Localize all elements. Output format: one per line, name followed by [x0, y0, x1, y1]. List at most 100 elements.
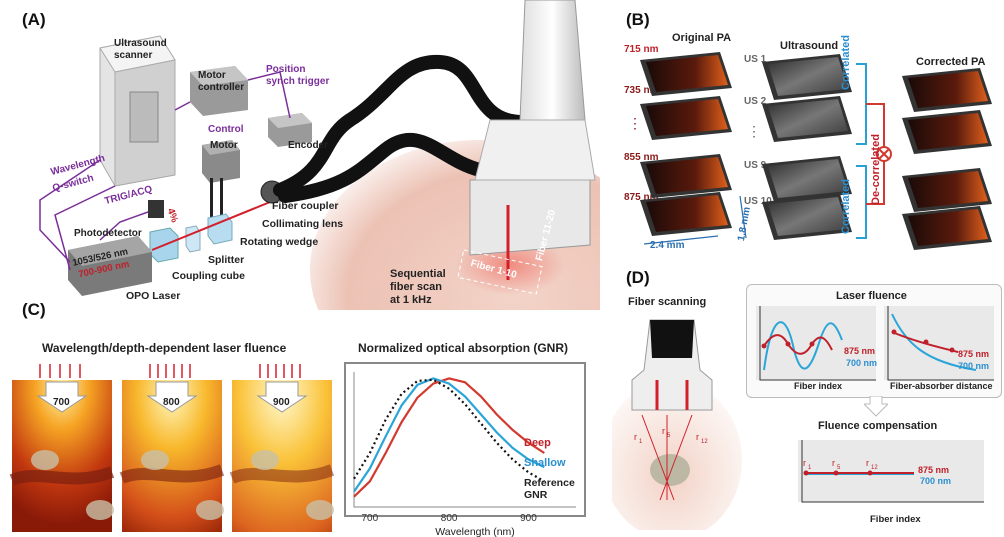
opo-laser-box	[68, 236, 152, 296]
wavelength-line	[39, 159, 101, 263]
label-control: Control	[208, 124, 244, 135]
label-position-synch: Position synch trigger	[266, 64, 330, 87]
legend-reference: Reference GNR	[524, 477, 575, 501]
svg-text:r: r	[696, 432, 699, 442]
legend-deep: Deep	[524, 437, 551, 449]
us-label-2: US 2	[744, 96, 767, 107]
label-coupling-cube: Coupling cube	[172, 270, 245, 282]
trig-line	[99, 211, 149, 241]
panel-c-letter: (C)	[22, 300, 46, 319]
laser-beam	[151, 199, 276, 251]
label-ultrasound-scanner: Ultrasound scanner	[114, 38, 167, 61]
svg-text:r: r	[803, 458, 806, 468]
arrow-700	[36, 381, 88, 413]
legend-875-c: 875 nm	[918, 465, 950, 475]
fluence-label-700: 700	[53, 397, 70, 408]
original-pa-title: Original PA	[672, 32, 732, 44]
control-line	[174, 101, 191, 111]
fluence-images	[9, 364, 335, 532]
fiber-absorber-label: Fiber-absorber distance	[890, 381, 993, 391]
series-line-shallow	[353, 377, 545, 493]
label-splitter: Splitter	[208, 254, 245, 266]
qswitch-line	[54, 185, 116, 271]
us-label-3: US 9	[744, 160, 767, 171]
label-encoder: Encoder	[288, 140, 329, 151]
panel-b-images: ⋮ ⋮	[628, 52, 992, 250]
us-label-1: US 1	[744, 54, 767, 65]
legend-700-c: 700 nm	[920, 476, 952, 486]
label-fiber-coupler: Fiber coupler	[272, 200, 339, 212]
rotating-wedge-device	[207, 213, 233, 245]
encoder-box	[268, 113, 312, 147]
correlated-label-bottom: Correlated	[840, 178, 852, 234]
dim-x-label: 2.4 mm	[650, 240, 685, 251]
fiber-index-label-1: Fiber index	[794, 381, 843, 391]
dim-x-arrow	[643, 235, 719, 245]
fiber-index-label-2: Fiber index	[870, 514, 921, 525]
wavelength-label-3: 855 nm	[624, 152, 659, 163]
dim-y-arrow	[739, 195, 747, 239]
ultrasound-probe	[469, 0, 596, 280]
panel-a-illustration	[39, 0, 600, 310]
down-arrow	[864, 396, 888, 417]
svg-text:⋮: ⋮	[628, 115, 642, 131]
svg-text:5: 5	[837, 465, 841, 471]
x-axis-label: Wavelength (nm)	[435, 526, 515, 537]
photodetector-device	[148, 200, 164, 218]
corrected-pa-stack	[902, 68, 992, 250]
svg-text:r: r	[634, 432, 637, 442]
arrow-900	[256, 381, 308, 413]
laser-fluence-plots	[756, 306, 994, 381]
wavelength-label-2: 735 nm	[624, 85, 659, 96]
fluence-label-800: 800	[163, 397, 180, 408]
position-line	[247, 71, 291, 119]
label-collimating-lens: Collimating lens	[262, 218, 344, 230]
absorption-chart-frame	[344, 362, 586, 517]
us-label-4: US 10	[744, 196, 772, 207]
series-line-deep	[353, 377, 545, 498]
wavelength-label-4: 875 nm	[624, 192, 659, 203]
svg-text:r: r	[832, 458, 835, 468]
arrow-800	[146, 381, 198, 413]
ultrasound-title: Ultrasound	[780, 40, 839, 52]
svg-text:5: 5	[667, 433, 671, 439]
fluence-label-900: 900	[273, 397, 290, 408]
original-pa-stack	[640, 52, 732, 236]
label-opo-laser: OPO Laser	[126, 290, 181, 302]
absorption-title: Normalized optical absorption (GNR)	[358, 341, 569, 355]
splitter-device	[185, 225, 201, 253]
absorption-chart: 700 800 900 Wavelength (nm)	[353, 372, 576, 537]
legend-shallow: Shallow	[524, 457, 566, 469]
series-line-reference-gnr	[353, 378, 545, 483]
panel-b-letter: (B)	[626, 10, 650, 29]
legend-700-b: 700 nm	[958, 361, 990, 371]
svg-text:1: 1	[639, 439, 643, 445]
corrected-pa-title: Corrected PA	[916, 56, 986, 68]
correlated-bracket-bottom	[856, 165, 867, 239]
fluence-compensation-title: Fluence compensation	[818, 420, 938, 432]
correlated-bracket-top	[856, 63, 867, 145]
svg-text:12: 12	[701, 439, 708, 445]
correlated-label-top: Correlated	[840, 34, 852, 90]
laser-fluence-title: Laser fluence	[836, 290, 907, 302]
svg-text:1: 1	[808, 465, 812, 471]
ultrasound-scanner-box	[99, 35, 176, 187]
wavelength-label-1: 715 nm	[624, 44, 659, 55]
svg-text:12: 12	[871, 465, 878, 471]
absorber-tumor	[650, 454, 690, 486]
label-sequential-scan: Sequential fiber scan at 1 kHz	[390, 268, 446, 306]
x-tick-label: 700	[362, 513, 379, 524]
motor-box	[202, 140, 240, 223]
fiber-cable-1	[273, 54, 527, 197]
fiber-scanning-title: Fiber scanning	[628, 296, 707, 308]
legend-875-b: 875 nm	[958, 349, 990, 359]
legend-875-a: 875 nm	[844, 346, 876, 356]
label-rotating-wedge: Rotating wedge	[240, 236, 319, 248]
decorrelated-label: De-correlated	[870, 134, 882, 205]
chart-axes	[353, 372, 576, 508]
panel-a-letter: (A)	[22, 10, 46, 29]
svg-text:r: r	[866, 458, 869, 468]
label-motor: Motor	[210, 140, 238, 151]
